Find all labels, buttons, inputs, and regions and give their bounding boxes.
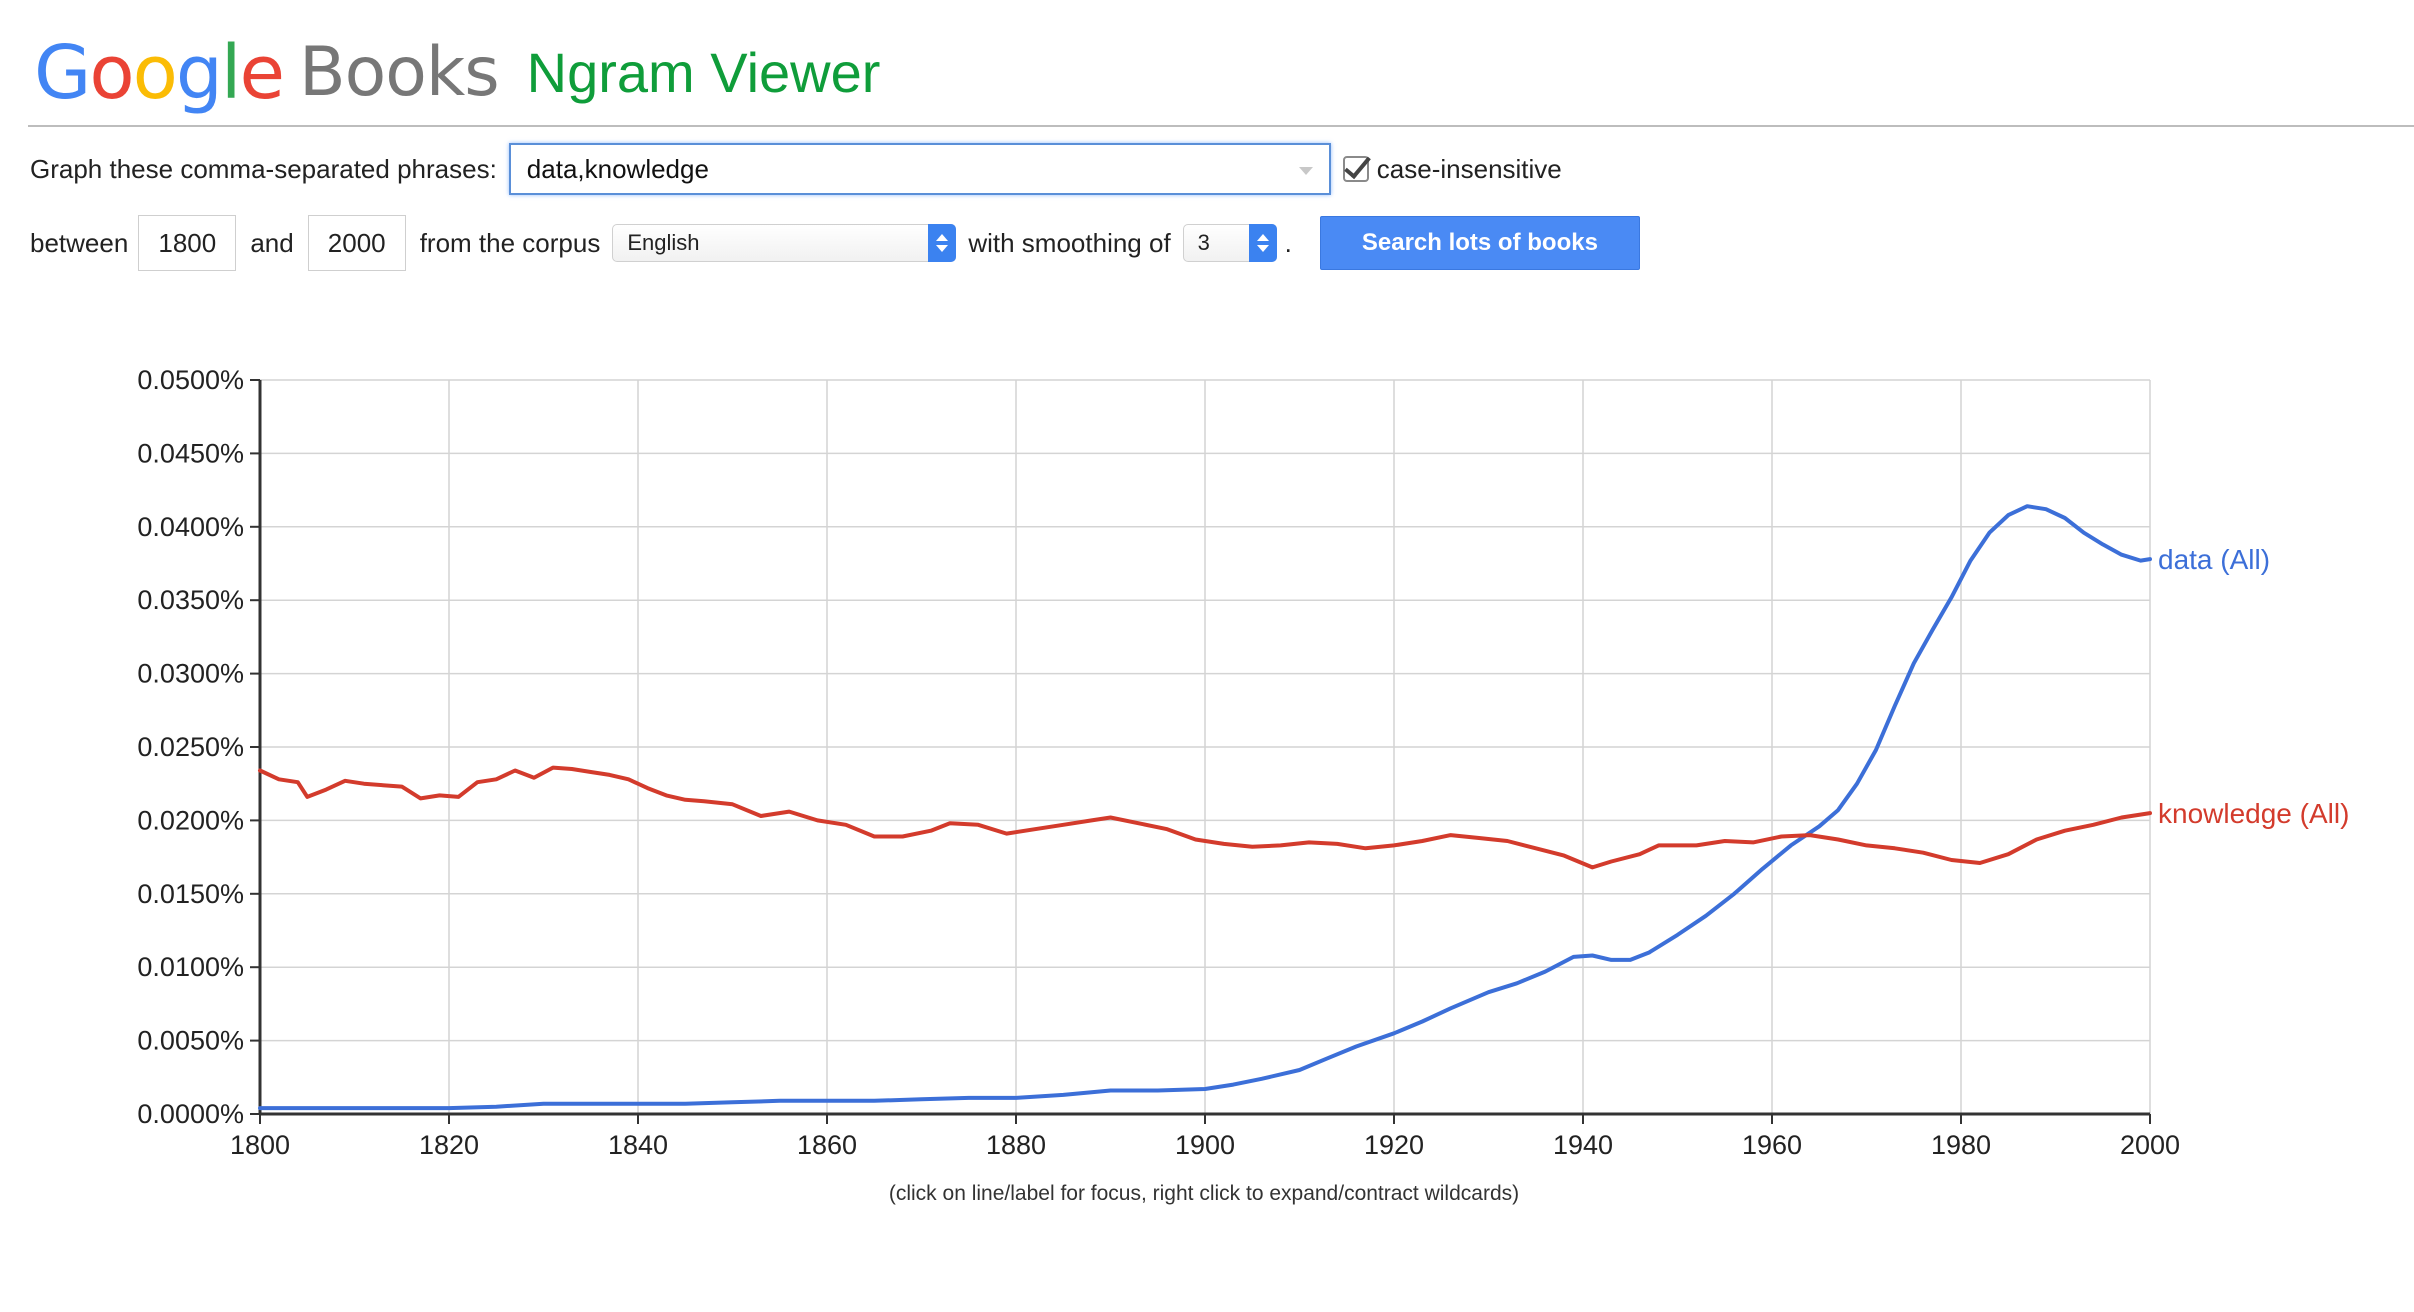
corpus-select[interactable]: English: [612, 224, 957, 262]
x-tick-label: 1940: [1553, 1130, 1613, 1160]
x-tick-label: 1960: [1742, 1130, 1802, 1160]
y-tick-label: 0.0450%: [137, 438, 244, 468]
logo-letter: G: [34, 30, 91, 116]
header: Google Books Ngram Viewer: [34, 28, 880, 118]
google-logo[interactable]: Google: [34, 36, 285, 110]
y-tick-label: 0.0500%: [137, 365, 244, 395]
x-tick-label: 1800: [230, 1130, 290, 1160]
header-divider: [28, 125, 2414, 127]
series-line[interactable]: [258, 504, 2152, 1111]
case-insensitive-label[interactable]: case-insensitive: [1376, 153, 1562, 184]
series-label[interactable]: data (All): [2158, 544, 2270, 575]
page-title: Ngram Viewer: [526, 41, 881, 104]
logo-letter: e: [239, 30, 285, 116]
x-tick-label: 1980: [1931, 1130, 1991, 1160]
series-line[interactable]: [258, 765, 2152, 870]
logo-letter: l: [220, 30, 242, 116]
x-tick-label: 1880: [986, 1130, 1046, 1160]
y-tick-label: 0.0350%: [137, 585, 244, 615]
range-row: between 1800 and 2000 from the corpus En…: [30, 214, 1640, 272]
logo-letter: g: [175, 30, 223, 116]
y-tick-label: 0.0100%: [137, 952, 244, 982]
phrases-label: Graph these comma-separated phrases:: [30, 153, 497, 184]
phrase-row: Graph these comma-separated phrases: dat…: [30, 140, 1562, 198]
chart-footnote: (click on line/label for focus, right cl…: [888, 1182, 1520, 1205]
year-start-input[interactable]: 1800: [138, 215, 237, 271]
x-tick-label: 1920: [1364, 1130, 1424, 1160]
y-tick-label: 0.0050%: [137, 1026, 244, 1056]
between-label: between: [30, 227, 129, 258]
smoothing-select-value: 3: [1197, 230, 1210, 255]
phrases-input-value: data,knowledge: [526, 153, 709, 184]
y-tick-label: 0.0250%: [137, 732, 244, 762]
y-tick-label: 0.0300%: [137, 659, 244, 689]
y-tick-label: 0.0000%: [137, 1099, 244, 1129]
phrases-input[interactable]: data,knowledge: [508, 143, 1331, 195]
case-insensitive-checkbox[interactable]: [1342, 150, 1371, 182]
search-button[interactable]: Search lots of books: [1319, 216, 1640, 270]
smoothing-suffix: .: [1284, 227, 1292, 258]
x-tick-label: 1820: [419, 1130, 479, 1160]
and-label: and: [250, 227, 294, 258]
corpus-label: from the corpus: [419, 227, 601, 258]
select-spinner-icon[interactable]: [1248, 224, 1277, 262]
series-label[interactable]: knowledge (All): [2158, 798, 2349, 829]
smoothing-label: with smoothing of: [968, 227, 1171, 258]
y-tick-label: 0.0400%: [137, 512, 244, 542]
year-end-input[interactable]: 2000: [307, 215, 406, 271]
y-tick-label: 0.0150%: [137, 879, 244, 909]
y-tick-label: 0.0200%: [137, 805, 244, 835]
logo-letter: o: [132, 30, 178, 116]
smoothing-select[interactable]: 3: [1182, 224, 1277, 262]
x-tick-label: 1900: [1175, 1130, 1235, 1160]
corpus-select-value: English: [627, 230, 700, 255]
chevron-down-icon[interactable]: [1298, 167, 1313, 175]
logo-letter: o: [89, 30, 134, 116]
books-logo-text: Books: [298, 33, 500, 112]
select-spinner-icon[interactable]: [928, 224, 957, 262]
x-tick-label: 2000: [2120, 1130, 2180, 1160]
x-tick-label: 1840: [608, 1130, 668, 1160]
x-tick-label: 1860: [797, 1130, 857, 1160]
